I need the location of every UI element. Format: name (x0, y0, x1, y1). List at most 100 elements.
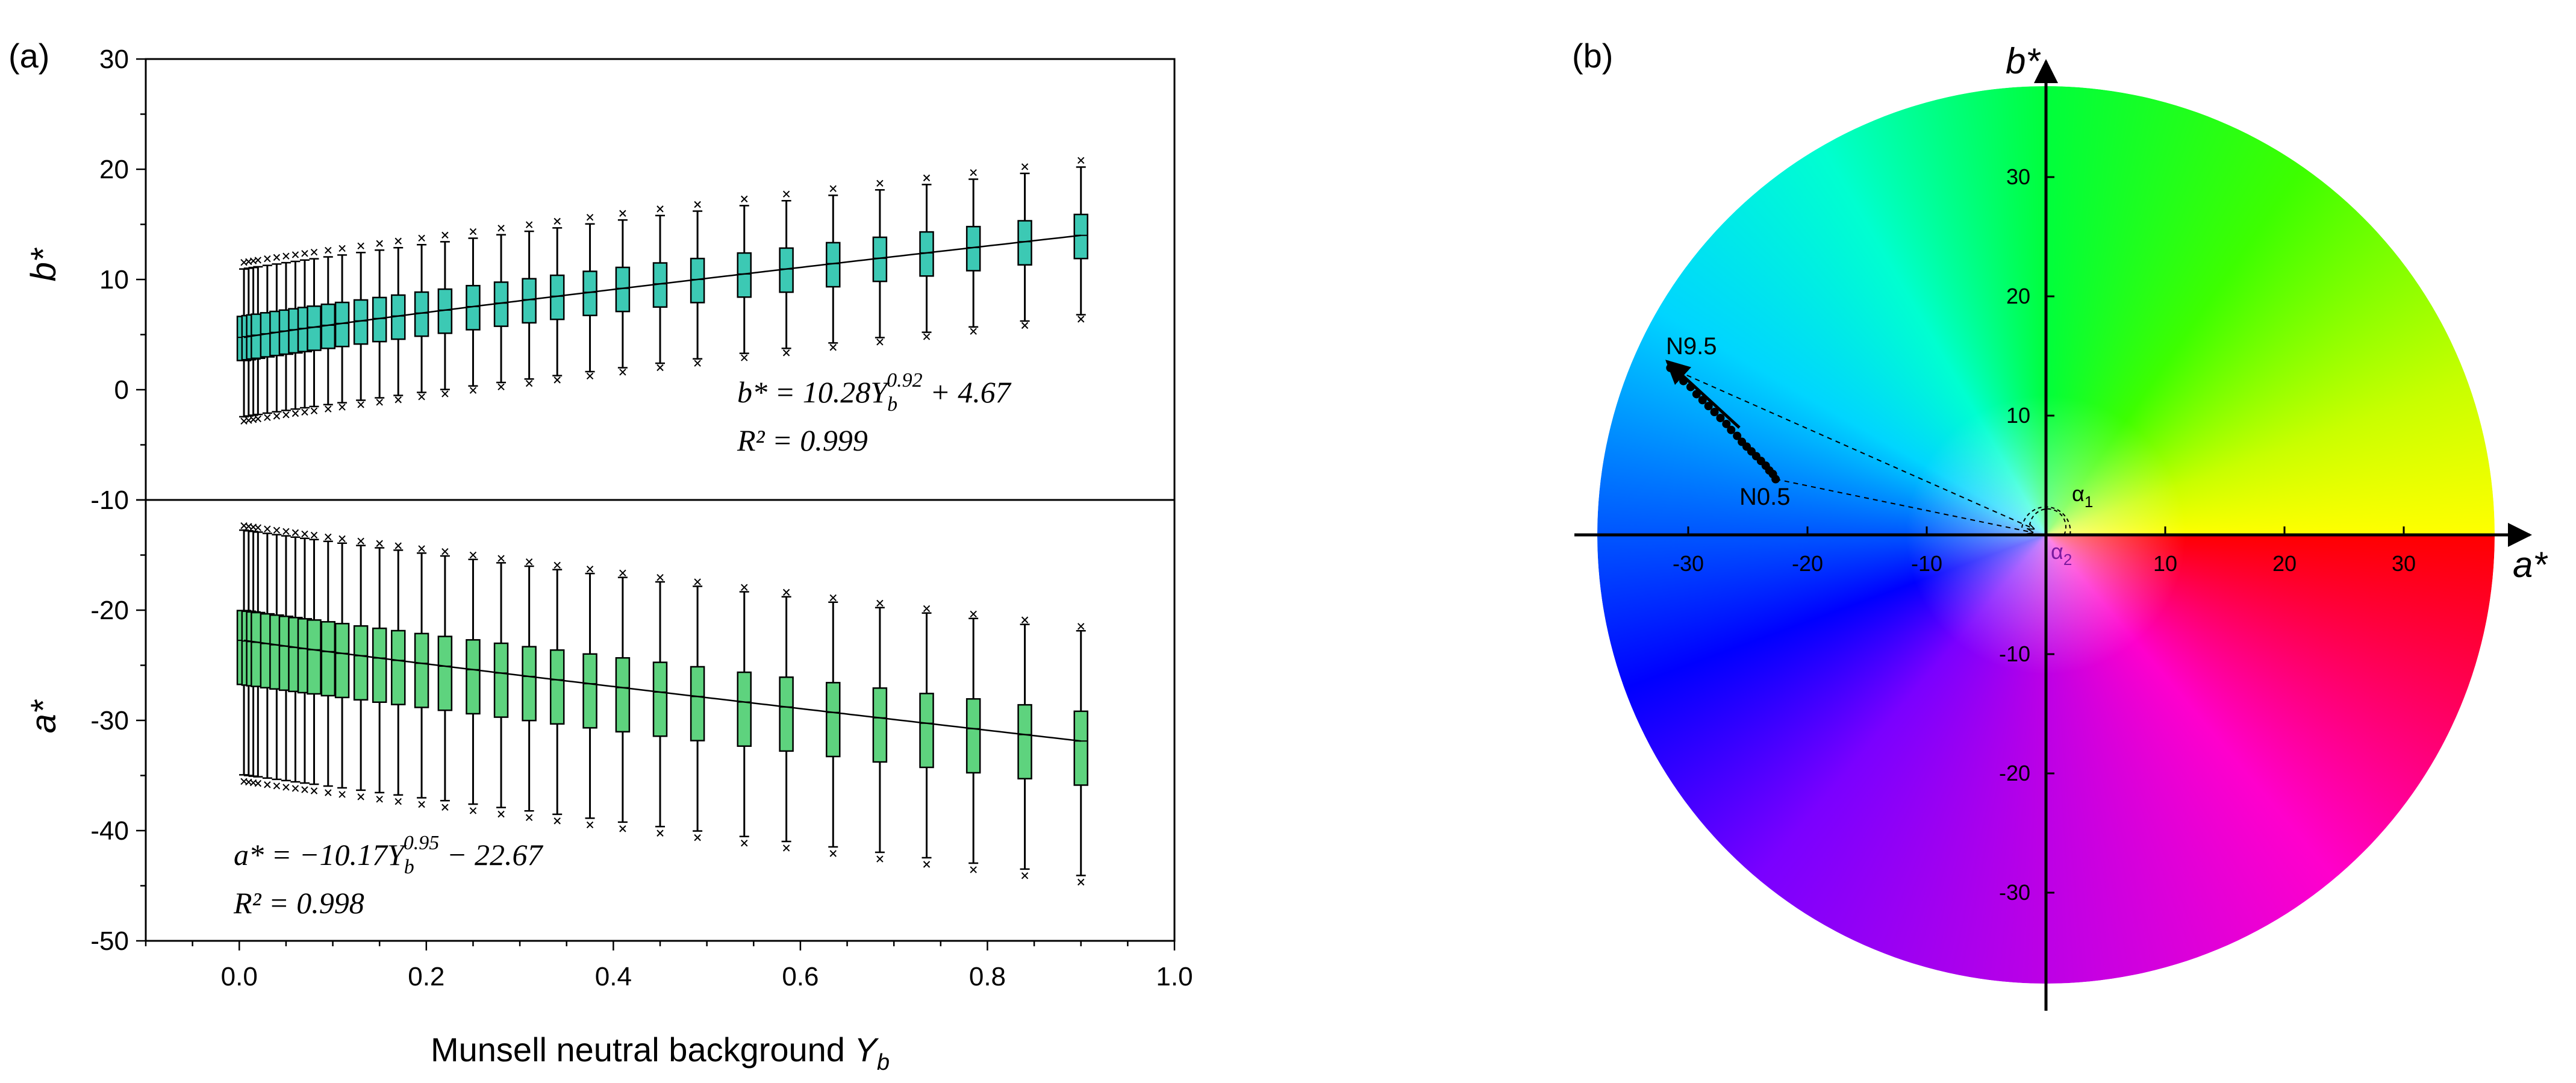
box-plot (919, 605, 934, 868)
box (414, 632, 429, 708)
outlier-marker (1021, 872, 1029, 879)
outlier-marker (418, 234, 425, 242)
a-star-equation-sub: b (404, 856, 414, 878)
box-plot (353, 537, 369, 801)
outlier-marker (441, 804, 449, 811)
b-star-tick-label: 10 (2006, 403, 2030, 428)
x-tick-label: 0.2 (408, 962, 444, 991)
outlier-marker (264, 525, 271, 532)
outlier-marker (741, 584, 748, 591)
n05-label: N0.5 (1739, 484, 1791, 510)
scatter-point (1727, 425, 1736, 434)
box-plot (965, 169, 981, 335)
outlier-marker (497, 810, 505, 818)
panel-b-label: (b) (1572, 37, 1613, 75)
bottom-y-tick-label: -30 (90, 706, 129, 735)
outlier-marker (338, 245, 346, 252)
outlier-marker (525, 814, 533, 821)
outlier-marker (741, 195, 748, 203)
bottom-y-axis-label: a* (24, 699, 63, 733)
box-plot (1073, 623, 1088, 886)
a-star-box-series (236, 522, 1088, 886)
outlier-marker (273, 526, 281, 534)
top-y-tick-label: 10 (99, 265, 129, 295)
outlier-marker (829, 594, 837, 602)
outlier-marker (418, 545, 425, 552)
outlier-marker (301, 250, 308, 257)
outlier-marker (876, 179, 884, 187)
outlier-marker (292, 251, 299, 258)
scatter-point (1704, 402, 1713, 411)
b-star-tick-label: 20 (2006, 284, 2030, 308)
box-plot (652, 205, 668, 372)
outlier-marker (782, 844, 790, 852)
outlier-marker (338, 404, 346, 411)
n95-label: N9.5 (1666, 333, 1717, 360)
outlier-marker (554, 217, 561, 225)
box-plot (307, 531, 322, 794)
panel-b-ticks (1687, 176, 2405, 894)
x-axis-label: Munsell neutral background Yb (431, 1031, 890, 1075)
box-plot (615, 210, 631, 376)
box (493, 642, 509, 718)
x-tick-label: 0.8 (969, 962, 1006, 991)
outlier-marker (418, 393, 425, 401)
x-axis-label-symbol: Y (855, 1031, 879, 1069)
outlier-marker (970, 866, 977, 873)
box-plot (1017, 163, 1032, 329)
outlier-marker (310, 531, 318, 539)
outlier-marker (970, 610, 977, 618)
outlier-marker (586, 372, 594, 380)
outlier-marker (282, 411, 290, 419)
x-axis-label-text: Munsell neutral background (431, 1031, 845, 1069)
outlier-marker (525, 379, 533, 387)
scatter-point (1722, 419, 1731, 428)
trend-arrow (1665, 360, 1741, 429)
alpha1-sub: 1 (2085, 493, 2093, 511)
outlier-marker (282, 784, 290, 791)
box-plot (466, 551, 481, 814)
outlier-marker (395, 396, 402, 404)
b-star-axis-label: b* (2006, 41, 2041, 81)
outlier-marker (310, 407, 318, 414)
top-y-tick-label: 30 (99, 45, 129, 74)
b-star-equation: b* = 10.28Yb0.92 + 4.67 (737, 369, 1012, 416)
outlier-marker (497, 555, 505, 562)
box-plot (437, 548, 453, 811)
box-plot (437, 231, 453, 398)
box-plot (320, 533, 336, 796)
outlier-marker (694, 834, 701, 841)
outlier-marker (656, 829, 664, 837)
outlier-marker (554, 817, 561, 825)
outlier-marker (497, 383, 505, 391)
outlier-marker (619, 210, 626, 217)
outlier-marker (923, 333, 931, 340)
top-y-tick-label: 0 (114, 375, 129, 405)
outlier-marker (469, 387, 477, 394)
outlier-marker (619, 569, 626, 577)
box-plot (307, 248, 322, 414)
outlier-marker (357, 242, 364, 250)
outlier-marker (282, 252, 290, 260)
box-plot (652, 573, 668, 837)
outlier-marker (441, 390, 449, 398)
box-plot (615, 569, 631, 832)
box (965, 698, 981, 774)
b-star-tick-label: 30 (2006, 164, 2030, 189)
scatter-point (1710, 408, 1719, 417)
outlier-marker (469, 228, 477, 236)
bottom-y-tick-label: -20 (90, 596, 129, 625)
alpha1-label: α1 (2072, 481, 2093, 511)
outlier-marker (554, 561, 561, 569)
scatter-point (1698, 396, 1707, 405)
box-plot (779, 588, 794, 852)
box-plot (872, 179, 888, 346)
box-plot (737, 584, 752, 847)
b-star-tick-label: -20 (1999, 761, 2030, 785)
top-y-tick-label: 20 (99, 155, 129, 184)
alpha2-sub: 2 (2063, 551, 2072, 569)
outlier-marker (273, 413, 281, 420)
box-plot (414, 234, 429, 401)
box (390, 629, 406, 705)
